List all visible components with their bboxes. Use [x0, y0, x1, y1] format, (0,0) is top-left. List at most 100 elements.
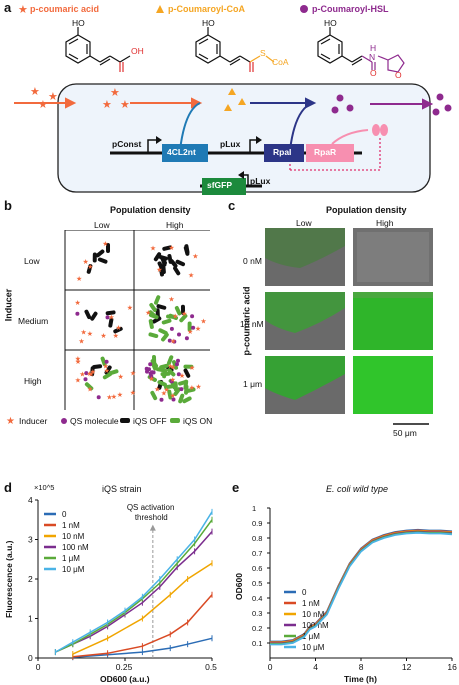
chart-d-xlabel: OD600 (a.u.) — [100, 674, 150, 684]
inducer-star: ★ — [161, 390, 167, 398]
inducer-star: ★ — [154, 386, 160, 394]
panel-c-row-2: 1 μm — [243, 379, 263, 389]
gene-circuit — [110, 124, 388, 195]
inducer-star: ★ — [75, 377, 81, 385]
panel-c-col-high: High — [376, 218, 394, 228]
micrograph-1-high — [353, 292, 433, 350]
iqs-on-cell — [102, 372, 112, 380]
legend-qs-icon — [61, 418, 67, 424]
iqs-off-cell — [167, 253, 173, 264]
chart-e-ytick-label: 0.2 — [252, 624, 262, 633]
chart-d-multiplier: ×10^5 — [34, 483, 54, 492]
legend-coumaric-label: p-coumaric acid — [30, 4, 100, 14]
panel-a-figure: ★ — [14, 4, 452, 195]
legend-iqs-off-label: iQS OFF — [133, 416, 167, 426]
iqs-off-cell — [183, 245, 190, 256]
chart-d-ytick-label: 0 — [28, 653, 33, 663]
inducer-star: ★ — [81, 329, 87, 337]
series-line-0 — [72, 637, 213, 658]
iqs-on-cell — [155, 367, 166, 373]
threshold-label-2: threshold — [135, 513, 168, 522]
qs-molecule — [96, 395, 101, 400]
iqs-on-cell — [154, 295, 161, 305]
qs-molecule — [83, 377, 88, 382]
enzyme-arrow — [179, 102, 201, 151]
chart-d-xtick-label: 0.5 — [205, 662, 217, 672]
chart-d: iQS strain ×10^5 0 1 2 3 4 0 0.25 0.5 OD600 (a.u.)… — [4, 483, 217, 684]
panel-b-row-medium: Medium — [18, 316, 49, 326]
legend-qs-label: QS molecule — [70, 416, 119, 426]
qs-molecule — [179, 387, 184, 392]
inducer-star: ★ — [83, 258, 89, 266]
qs-molecule — [176, 358, 180, 363]
legend-triangle-icon — [156, 5, 164, 13]
panel-d-letter: d — [4, 480, 12, 495]
panel-b-grid: ★★★★★★★★★★★★★★★★★★★★★★★★★★★ ★★★★★ ★★★★★★★★… — [6, 230, 210, 427]
series-line-1 — [72, 594, 213, 658]
inducer-star: ★ — [106, 393, 112, 401]
qs-molecule — [172, 339, 177, 344]
panel-b-title: Population density — [110, 205, 191, 215]
qs-molecule — [105, 315, 110, 320]
iqs-off-cell — [92, 252, 97, 263]
qs-molecule — [175, 362, 179, 367]
inducer-star: ★ — [200, 318, 206, 326]
inducer-star: ★ — [90, 368, 96, 376]
iqs-off-cell — [161, 264, 166, 275]
atom-o-2: O — [395, 70, 402, 80]
panel-a-letter: a — [4, 0, 12, 15]
legend-iqs-off-icon — [120, 418, 130, 423]
atom-h: H — [370, 43, 377, 53]
iqs-on-cell — [182, 396, 192, 404]
legend-iqs-on-icon — [170, 418, 180, 423]
iqs-off-cell — [158, 254, 169, 261]
gene-4cl2nt: 4CL2nt — [167, 147, 196, 157]
iqs-off-cell — [113, 326, 123, 334]
inducer-star: ★ — [189, 384, 195, 392]
svg-text:★: ★ — [48, 91, 58, 103]
iqs-on-cell — [158, 328, 168, 335]
qs-molecule — [190, 314, 195, 319]
svg-text:★: ★ — [30, 86, 40, 98]
legend-label-1: 1 nM — [62, 521, 80, 530]
iqs-off-cell — [153, 252, 162, 262]
iqs-off-cell — [173, 266, 181, 276]
inducer-star: ★ — [192, 253, 198, 261]
iqs-off-cell — [90, 311, 98, 321]
inducer-star: ★ — [103, 363, 109, 371]
qs-molecule — [75, 311, 80, 316]
inducer-star: ★ — [170, 364, 176, 372]
coumaroyl-coa-structure — [195, 27, 275, 72]
inducer-star: ★ — [75, 355, 81, 363]
hsl-dots — [331, 93, 452, 116]
qs-molecule — [177, 332, 181, 337]
threshold-arrow — [149, 524, 156, 531]
iqs-off-cell — [97, 257, 108, 264]
inducer-star: ★ — [156, 266, 162, 274]
panel-c-col-low: Low — [296, 218, 312, 228]
iqs-on-cell — [174, 306, 182, 316]
inducer-star: ★ — [170, 338, 176, 346]
inducer-star: ★ — [111, 393, 117, 401]
panel-b-col-high: High — [166, 220, 184, 230]
inducer-star: ★ — [118, 373, 124, 381]
micrograph-2-high — [353, 356, 433, 414]
series-line-3 — [55, 531, 213, 653]
legend-hsl-label: p-Coumaroyl-HSL — [312, 4, 389, 14]
chart-e-xtick-label: 12 — [402, 662, 412, 672]
chart-e-ytick-label: 1 — [252, 504, 256, 513]
qs-molecule — [167, 338, 172, 343]
chart-e-ytick-label: 0.3 — [252, 609, 262, 618]
legend-inducer-icon: ★ — [6, 416, 15, 427]
gene-pconst: pConst — [112, 139, 142, 149]
iqs-off-cell — [108, 317, 114, 328]
threshold-label-1: QS activation — [127, 503, 175, 512]
series-line-2 — [72, 562, 213, 655]
legend-label-5: 10 μM — [62, 565, 85, 574]
iqs-on-cell — [161, 332, 169, 342]
chart-e-ylabel: OD600 — [234, 573, 244, 600]
qs-molecule — [184, 336, 189, 341]
panel-b-row-high: High — [24, 376, 42, 386]
chart-e-ytick-label: 0.1 — [252, 639, 262, 648]
inducer-star: ★ — [181, 310, 187, 318]
